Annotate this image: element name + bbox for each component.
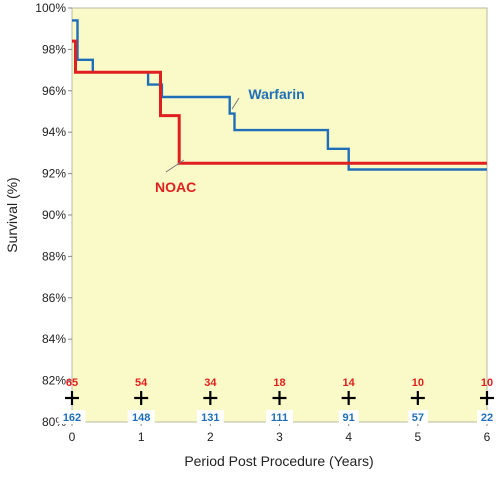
y-tick-label: 88% [42,249,66,263]
noac-leader [165,159,185,173]
x-tick-label: 3 [276,430,283,444]
y-axis-title: Survival (%) [4,177,20,252]
plot-area [71,7,488,423]
series-labels: Warfarin NOAC [155,86,305,195]
y-tick-label: 90% [42,208,66,222]
at-risk-noac: 18 [273,377,285,389]
at-risk-table: 65 162 54 148 34 131 18 111 14 91 10 57 10 22 [58,377,497,424]
x-tick-label: 0 [69,430,76,444]
x-tick-label: 6 [484,430,491,444]
y-tick-label: 86% [42,291,66,305]
at-risk-noac: 65 [66,377,78,389]
y-tick-label: 92% [42,167,66,181]
x-axis: 0 1 2 3 4 5 6 [69,422,491,444]
at-risk-warfarin: 162 [63,412,81,424]
at-risk-warfarin: 91 [343,412,355,424]
x-axis-title: Period Post Procedure (Years) [184,453,373,469]
at-risk-noac: 54 [135,377,148,389]
at-risk-noac: 14 [343,377,356,389]
at-risk-box [266,410,293,424]
at-risk-box [196,410,224,424]
y-tick-label: 100% [35,1,66,15]
y-tick-label: 94% [42,125,66,139]
series-line-warfarin [72,19,487,171]
at-risk-warfarin: 111 [271,412,288,424]
y-tick-label: 84% [42,332,66,346]
series-line-noac [72,39,487,165]
y-tick-label: 96% [42,84,66,98]
warfarin-label: Warfarin [248,86,304,102]
y-axis: 80%82%84%86%88%90%92%94%96%98%100% [35,1,72,429]
at-risk-noac: 10 [412,377,424,389]
at-risk-box [338,410,359,424]
at-risk-box [477,410,497,424]
at-risk-box [127,410,155,424]
series-lines [72,19,487,171]
at-risk-warfarin: 57 [412,412,424,424]
warfarin-leader [231,97,240,110]
noac-label: NOAC [155,179,196,195]
x-tick-label: 2 [207,430,214,444]
at-risk-warfarin: 131 [201,412,219,424]
at-risk-noac: 10 [481,377,493,389]
x-tick-label: 1 [138,430,145,444]
x-tick-label: 4 [345,430,352,444]
y-tick-label: 82% [42,374,66,388]
y-tick-label: 98% [42,42,66,56]
x-tick-label: 5 [414,430,421,444]
at-risk-box [407,410,428,424]
at-risk-warfarin: 22 [481,412,493,424]
at-risk-box [58,410,86,424]
at-risk-warfarin: 148 [132,412,150,424]
at-risk-noac: 34 [204,377,217,389]
